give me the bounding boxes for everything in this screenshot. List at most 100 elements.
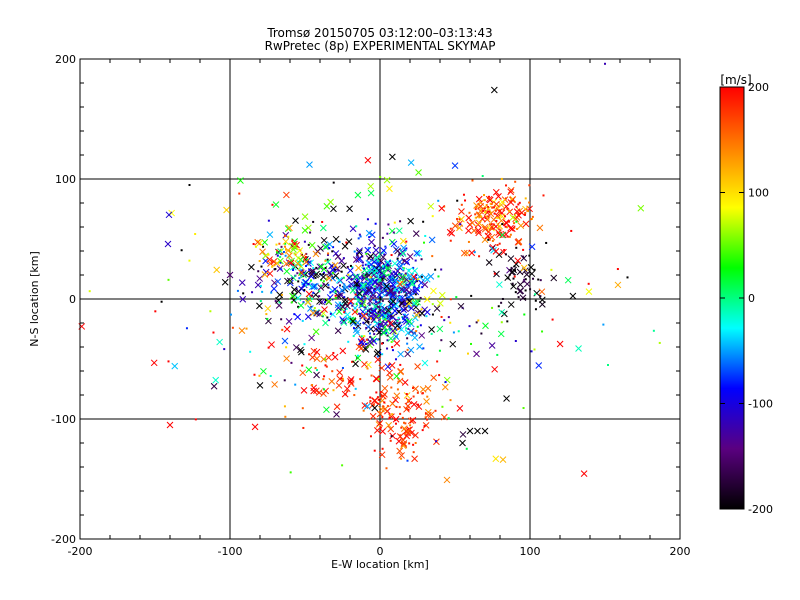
data-point-x	[275, 296, 282, 304]
data-point-x	[322, 319, 329, 327]
data-point-dot	[392, 231, 395, 234]
data-point-dot	[386, 405, 389, 408]
data-point-dot	[397, 380, 400, 383]
data-point-dot	[355, 303, 358, 306]
data-point-x	[449, 340, 457, 348]
data-point-dot	[440, 315, 443, 318]
data-point-dot	[301, 282, 304, 285]
data-point-dot	[504, 225, 507, 228]
data-point-dot	[322, 271, 325, 274]
data-point-x	[306, 161, 313, 168]
data-point-dot	[328, 247, 331, 250]
data-point-x	[460, 249, 468, 257]
data-point-x	[328, 378, 336, 385]
data-point-dot	[379, 310, 382, 313]
data-point-x	[349, 225, 357, 233]
data-point-dot	[488, 238, 491, 241]
data-point-dot	[407, 398, 410, 401]
data-point-dot	[351, 304, 354, 307]
data-point-dot	[368, 332, 371, 335]
data-point-dot	[288, 249, 291, 252]
axis-ticks: -200 -100 0 100 200 -200 -100 0 100 200	[51, 53, 690, 558]
data-point-dot	[325, 365, 328, 368]
data-point-x	[507, 186, 515, 194]
data-point-x	[259, 248, 266, 256]
colorbar-tick-label: -100	[748, 398, 773, 411]
data-point-dot	[330, 273, 333, 276]
data-point-dot	[497, 305, 500, 308]
data-point-dot	[358, 233, 361, 236]
data-point-x	[413, 311, 421, 319]
data-point-x	[438, 205, 446, 212]
data-point-dot	[364, 273, 367, 276]
data-point-dot	[355, 284, 358, 287]
data-point-dot	[449, 399, 452, 402]
data-point-x	[334, 327, 342, 335]
data-point-x	[239, 295, 247, 303]
data-point-dot	[311, 383, 314, 386]
data-point-dot	[486, 215, 489, 218]
data-point-dot	[352, 335, 355, 338]
data-point-x	[268, 341, 275, 348]
data-point-dot	[271, 203, 274, 206]
data-point-x	[477, 202, 484, 210]
data-point-dot	[387, 223, 390, 226]
data-point-dot	[387, 363, 390, 366]
data-point-x	[277, 257, 284, 265]
data-point-dot	[314, 271, 317, 274]
data-point-dot	[367, 320, 370, 323]
data-point-x	[376, 419, 384, 427]
data-point-dot	[485, 204, 488, 207]
data-point-dot	[441, 405, 444, 408]
data-point-x	[484, 205, 492, 213]
data-point-dot	[379, 391, 382, 394]
data-point-x	[507, 255, 515, 262]
data-point-dot	[466, 352, 469, 355]
data-point-dot	[487, 238, 490, 241]
data-point-x	[404, 429, 412, 437]
data-point-x	[321, 306, 328, 313]
data-point-x	[396, 285, 404, 293]
data-point-dot	[398, 406, 401, 409]
data-point-dot	[311, 294, 314, 297]
data-point-dot	[354, 387, 357, 390]
data-point-dot	[539, 295, 542, 298]
data-point-dot	[283, 379, 286, 382]
data-point-dot	[381, 265, 384, 268]
data-point-dot	[514, 291, 517, 294]
data-point-dot	[422, 347, 425, 350]
data-point-x	[378, 451, 386, 459]
data-point-dot	[424, 416, 427, 419]
data-point-dot	[405, 292, 408, 295]
data-point-dot	[249, 350, 252, 353]
data-point-dot	[484, 211, 487, 214]
data-point-x	[312, 250, 320, 258]
data-point-x	[378, 311, 386, 319]
data-point-dot	[477, 319, 480, 322]
data-point-x	[492, 188, 500, 196]
data-point-x	[351, 308, 359, 316]
data-point-x	[407, 417, 415, 425]
data-point-x	[371, 404, 379, 412]
data-point-x	[339, 347, 347, 355]
data-point-dot	[408, 268, 411, 271]
data-point-x	[341, 390, 349, 398]
data-point-x	[381, 384, 389, 392]
data-point-x	[290, 286, 298, 293]
data-point-dot	[399, 363, 402, 366]
data-point-dot	[522, 248, 525, 251]
data-point-dot	[376, 338, 379, 341]
data-point-x	[283, 267, 291, 275]
data-point-dot	[416, 325, 419, 328]
data-point-dot	[426, 395, 429, 398]
data-point-dot	[378, 309, 381, 312]
data-point-x	[412, 431, 419, 439]
colorbar-tick-label: 100	[748, 187, 769, 200]
data-point-dot	[524, 278, 527, 281]
data-point-dot	[267, 346, 270, 349]
data-point-dot	[402, 421, 405, 424]
data-point-x	[498, 217, 505, 225]
data-point-x	[389, 153, 396, 161]
data-point-dot	[258, 374, 261, 377]
data-point-dot	[551, 318, 554, 321]
